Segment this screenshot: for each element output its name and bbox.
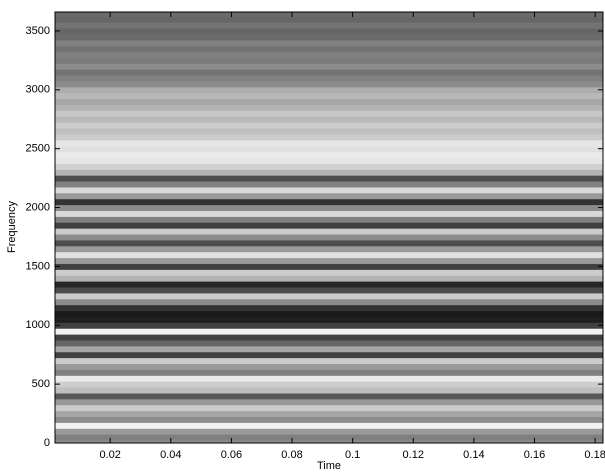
band [55, 192, 603, 200]
band [55, 363, 603, 370]
band [55, 387, 603, 394]
y-tick-label: 500 [32, 378, 50, 390]
x-tick-label: 0.18 [584, 449, 605, 461]
band [55, 98, 603, 106]
band [55, 251, 603, 259]
x-tick-label: 0.04 [160, 449, 181, 461]
band [55, 92, 603, 100]
y-tick-label: 0 [44, 437, 50, 449]
band [55, 16, 603, 23]
band [55, 392, 603, 400]
band [55, 210, 603, 217]
band [55, 151, 603, 159]
x-tick-label: 0.08 [281, 449, 302, 461]
band [55, 122, 603, 129]
band [55, 133, 603, 141]
band [55, 216, 603, 223]
band [55, 169, 603, 176]
band [55, 287, 603, 294]
band [55, 416, 603, 423]
band [55, 86, 603, 94]
band [55, 222, 603, 229]
band [55, 339, 603, 347]
band [55, 334, 603, 341]
x-tick-label: 0.12 [403, 449, 424, 461]
band [55, 128, 603, 135]
band [55, 204, 603, 211]
band [55, 145, 603, 153]
band [55, 75, 603, 82]
spectrogram-image [55, 12, 603, 443]
band [55, 304, 603, 312]
band [55, 428, 603, 435]
band [55, 345, 603, 353]
plot-frame [54, 11, 604, 444]
band [55, 269, 603, 276]
band [55, 398, 603, 406]
x-axis-label: Time [317, 460, 341, 472]
band [55, 157, 603, 164]
band [55, 263, 603, 270]
band [55, 181, 603, 188]
band [55, 186, 603, 194]
y-tick-label: 1500 [26, 260, 50, 272]
band [55, 163, 603, 170]
band [55, 51, 603, 58]
band [55, 116, 603, 123]
band [55, 57, 603, 64]
x-tick-label: 0.06 [221, 449, 242, 461]
band [55, 33, 603, 41]
band [55, 328, 603, 335]
band [55, 245, 603, 253]
band [55, 375, 603, 382]
y-tick-label: 1000 [26, 319, 50, 331]
band [55, 281, 603, 288]
band [55, 410, 603, 418]
band [55, 316, 603, 323]
band [55, 381, 603, 388]
band [55, 357, 603, 365]
band [55, 440, 603, 443]
band [55, 80, 603, 88]
band [55, 322, 603, 329]
band [55, 298, 603, 306]
x-tick-label: 0.14 [463, 449, 484, 461]
band [55, 12, 603, 17]
band [55, 422, 603, 429]
band [55, 198, 603, 206]
band [55, 63, 603, 70]
band [55, 139, 603, 147]
band [55, 275, 603, 282]
band [55, 351, 603, 359]
x-tick-label: 0.1 [345, 449, 360, 461]
band [55, 292, 603, 300]
band [55, 434, 603, 441]
y-axis-label: Frequency [6, 201, 18, 253]
band [55, 69, 603, 76]
band [55, 104, 603, 111]
band [55, 257, 603, 264]
x-tick-label: 0.16 [524, 449, 545, 461]
band [55, 175, 603, 182]
y-tick-label: 3500 [26, 25, 50, 37]
band [55, 22, 603, 29]
band [55, 239, 603, 247]
y-tick-label: 2500 [26, 143, 50, 155]
x-tick-label: 0.02 [99, 449, 120, 461]
band [55, 310, 603, 317]
band [55, 369, 603, 376]
band [55, 110, 603, 117]
band [55, 234, 603, 241]
band [55, 228, 603, 235]
band [55, 28, 603, 35]
y-tick-label: 2000 [26, 201, 50, 213]
band [55, 404, 603, 412]
band [55, 45, 603, 53]
y-tick-label: 3000 [26, 84, 50, 96]
band [55, 39, 603, 47]
